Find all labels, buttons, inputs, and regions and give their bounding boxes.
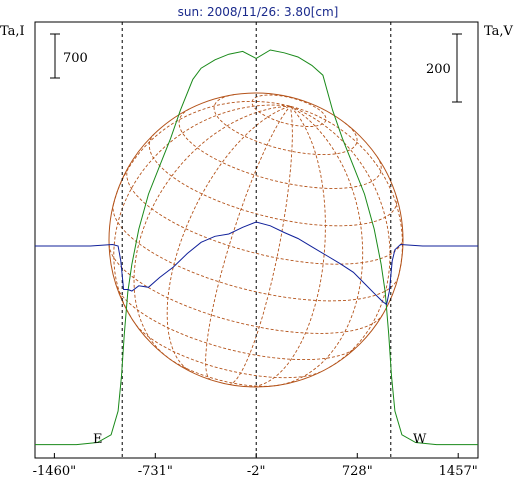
grid-meridian — [113, 104, 291, 317]
grid-meridian — [290, 105, 403, 277]
grid-meridian — [228, 106, 293, 385]
scale-bar-right — [452, 33, 462, 103]
chart-title: sun: 2008/11/26: 3.80[cm] — [178, 5, 339, 19]
scale-bar-right-value: 200 — [426, 62, 451, 77]
grid-meridian — [276, 105, 364, 386]
grid-parallel — [251, 94, 327, 127]
grid-parallel — [135, 324, 321, 379]
grid-parallel — [148, 133, 398, 227]
grid-parallel — [126, 167, 404, 265]
x-tick-label: -731" — [138, 464, 173, 479]
grid-parallel — [116, 287, 356, 361]
grid-parallel — [112, 203, 399, 302]
x-tick-label: 728" — [342, 464, 373, 479]
grid-parallel — [213, 94, 358, 156]
x-tick-label: -2" — [247, 464, 266, 479]
series-line-ta-i — [35, 49, 478, 446]
west-limb-label: W — [413, 432, 427, 447]
scale-bar-left — [50, 33, 60, 79]
grid-parallel — [169, 358, 276, 387]
x-tick-label: 1457" — [439, 464, 478, 479]
left-axis-label: Ta,I — [0, 24, 25, 39]
x-axis-ticks: -1460" -731" -2" 728" 1457" — [33, 453, 478, 479]
grid-parallel — [178, 108, 382, 189]
east-limb-label: E — [93, 432, 103, 447]
grid-meridian — [205, 105, 291, 381]
grid-meridian — [166, 105, 291, 373]
series-line-ta-v — [35, 221, 478, 306]
right-axis-label: Ta,V — [484, 24, 514, 39]
scale-bar-left-value: 700 — [63, 51, 88, 66]
marker-lines — [121, 22, 392, 458]
x-tick-label: -1460" — [33, 464, 76, 479]
grid-meridian — [249, 105, 326, 388]
solar-disk-grid — [108, 92, 404, 388]
grid-meridian — [290, 105, 391, 368]
grid-meridian — [133, 105, 291, 358]
solar-limb-circle — [108, 92, 404, 388]
